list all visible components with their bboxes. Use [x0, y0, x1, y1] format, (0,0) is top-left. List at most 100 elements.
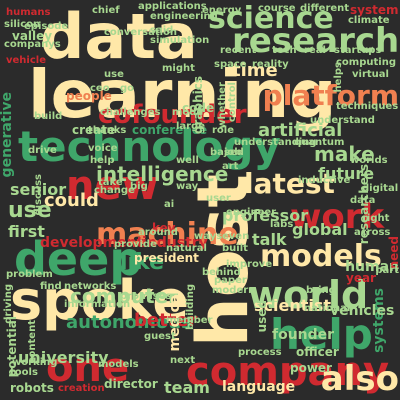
word-global: global — [292, 220, 348, 239]
word-right: right — [362, 213, 390, 224]
word-mode: mode — [172, 107, 204, 118]
word-deep: deep — [14, 232, 143, 286]
word-humans: humans — [6, 7, 51, 18]
word-applications: applications — [138, 1, 207, 12]
word-scientist: scientist — [254, 296, 332, 315]
word-officer: officer — [296, 345, 339, 359]
word-talk: talk — [252, 230, 287, 249]
word-tech: tech — [272, 45, 297, 56]
word-latest: latest — [244, 167, 335, 200]
word-code: code — [182, 101, 215, 115]
word-problem: problem — [6, 269, 53, 280]
word-part: part — [375, 265, 399, 276]
word-paper: paper — [214, 275, 247, 286]
word-find: find — [40, 281, 62, 292]
word-next: next — [170, 355, 196, 366]
word-energy: energy — [202, 5, 242, 16]
word-work: work — [290, 197, 385, 237]
word-engineering: engineering — [150, 11, 218, 22]
word-valley: valley — [12, 29, 53, 43]
word-thanks: thanks — [88, 125, 127, 136]
word-silicon: silicon — [4, 19, 41, 30]
word-challenges: challenges — [100, 107, 161, 118]
word-ai: ai — [164, 199, 175, 210]
word-director: director — [104, 377, 158, 391]
word-spoke: spoke — [10, 269, 189, 332]
word-team: team — [164, 378, 210, 397]
word-learning: learning — [28, 56, 337, 133]
word-inductive: inductive — [298, 175, 351, 186]
word-senior: senior — [10, 180, 67, 199]
word-used: used — [255, 300, 269, 333]
word-content: content — [27, 320, 38, 364]
word-system: system — [350, 3, 399, 17]
word-job: job — [224, 147, 242, 158]
word-better: better — [134, 310, 198, 331]
word-models: models — [260, 239, 382, 274]
word-computer: computer — [70, 284, 178, 308]
word-techniques: techniques — [336, 101, 399, 112]
word-ceo: ceo — [90, 83, 110, 94]
word-build: build — [34, 111, 63, 122]
word-digital: digital — [362, 183, 399, 194]
word-understand: understand — [310, 115, 375, 126]
word-industry: industry — [142, 235, 208, 251]
word-modern: modern — [212, 285, 256, 296]
word-companys: companys — [4, 39, 61, 50]
word-working: working — [12, 357, 58, 368]
word-people: people — [66, 89, 112, 103]
word-whether: whether — [217, 82, 228, 129]
word-university: university — [18, 348, 109, 367]
word-professor: professor — [222, 206, 309, 225]
word-driving: driving — [3, 284, 14, 324]
word-networks: networks — [64, 281, 117, 292]
word-real: real — [304, 45, 326, 56]
word-role: role — [212, 125, 235, 136]
word-conversation: conversation — [104, 27, 178, 38]
word-artificial: artificial — [258, 120, 343, 141]
word-first: first — [8, 222, 45, 241]
word-world: world — [248, 273, 369, 317]
word-different: different — [300, 3, 350, 14]
word-conference: conference — [132, 123, 208, 137]
word-labs: labs — [270, 219, 294, 230]
word-climate: climate — [348, 15, 390, 26]
word-member: member — [166, 315, 213, 326]
word-voice: voice — [88, 143, 118, 154]
word-control: control — [227, 82, 238, 122]
word-future: future — [318, 164, 375, 183]
word-change: change — [94, 185, 135, 196]
word-models: models — [98, 359, 139, 370]
word-founder: founder — [272, 327, 335, 343]
word-president: president — [134, 251, 199, 265]
word-virtual: virtual — [352, 69, 389, 80]
word-chief: chief — [92, 5, 120, 16]
word-vehicle: vehicle — [6, 55, 46, 66]
word-help: help — [90, 155, 115, 166]
word-human: human — [345, 259, 399, 275]
word-could: could — [44, 190, 99, 211]
word-said: said — [150, 25, 174, 36]
word-company: company — [186, 349, 390, 395]
word-robots: robots — [10, 381, 54, 395]
word-computing: computing — [336, 57, 396, 68]
word-improve: improve — [226, 259, 273, 270]
word-way: way — [176, 181, 199, 192]
word-also: also — [320, 359, 399, 399]
word-drive: drive — [28, 145, 57, 156]
word-helps: helps — [333, 62, 344, 93]
word-provide: provide — [114, 239, 157, 250]
word-take: take — [98, 177, 123, 188]
word-understanding: understanding — [234, 137, 317, 148]
word-research: research — [232, 21, 400, 61]
word-intelligence: intelligence — [96, 162, 229, 186]
word-ways: ways — [194, 231, 223, 242]
word-power: power — [290, 361, 332, 375]
word-data: data — [350, 195, 376, 206]
word-big: big — [130, 181, 148, 192]
word-platform: platform — [262, 79, 399, 112]
word-building: building — [185, 284, 196, 330]
word-time: time — [232, 60, 278, 81]
word-across: across — [354, 227, 391, 238]
word-new: new — [66, 163, 159, 209]
